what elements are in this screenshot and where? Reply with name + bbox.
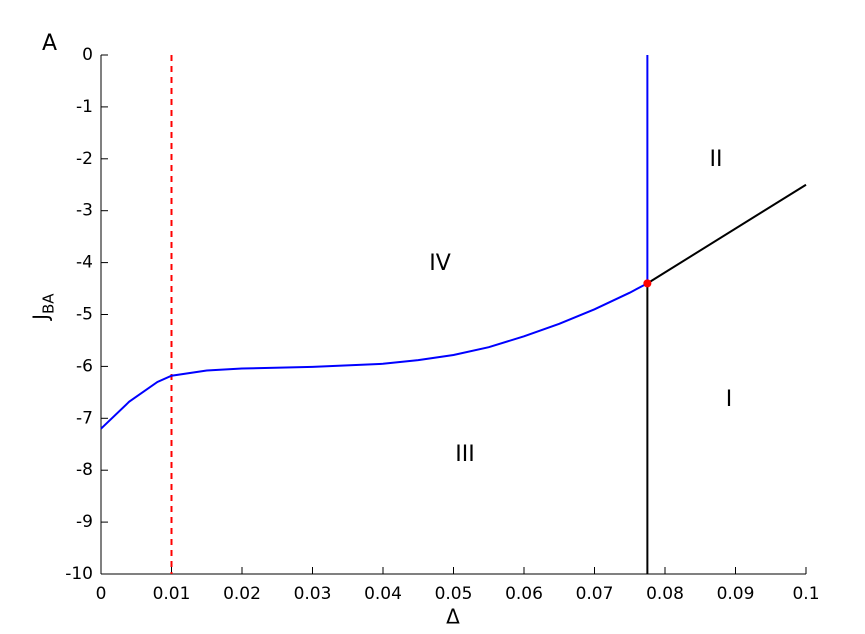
y-tick-label: -2 xyxy=(76,149,93,169)
y-tick-label: -9 xyxy=(76,512,93,532)
region-label: I xyxy=(726,387,733,412)
y-tick-label: -8 xyxy=(76,460,93,480)
x-tick-label: 0 xyxy=(96,584,107,604)
panel-label: A xyxy=(42,31,57,56)
y-axis-label: J xyxy=(29,314,53,322)
y-tick-label: -6 xyxy=(76,356,93,376)
y-tick-label: -10 xyxy=(65,564,93,584)
region-label: IV xyxy=(429,251,451,276)
x-tick-label: 0.04 xyxy=(364,584,402,604)
x-tick-label: 0.07 xyxy=(576,584,614,604)
x-tick-label: 0.02 xyxy=(223,584,261,604)
region-label: III xyxy=(455,442,474,467)
y-axis-label-group: J BA xyxy=(29,293,58,322)
y-tick-label: -7 xyxy=(76,408,93,428)
y-axis-label-sub: BA xyxy=(40,293,58,314)
point xyxy=(643,279,652,288)
x-tick-label: 0.06 xyxy=(505,584,543,604)
line xyxy=(100,282,648,430)
y-tick-label: -5 xyxy=(76,305,93,325)
y-tick-label: -1 xyxy=(76,97,93,117)
x-tick-label: 0.09 xyxy=(717,584,755,604)
y-tick-label: 0 xyxy=(82,45,93,65)
x-tick-label: 0.05 xyxy=(435,584,473,604)
y-tick-label: -3 xyxy=(76,201,93,221)
line xyxy=(646,183,807,285)
x-tick-label: 0.01 xyxy=(153,584,191,604)
y-tick-label: -4 xyxy=(76,253,93,273)
x-tick-label: 0.1 xyxy=(792,584,819,604)
x-tick-label: 0.08 xyxy=(646,584,684,604)
region-label: II xyxy=(710,147,723,172)
x-axis-label: Δ xyxy=(446,605,460,629)
x-tick-label: 0.03 xyxy=(294,584,332,604)
